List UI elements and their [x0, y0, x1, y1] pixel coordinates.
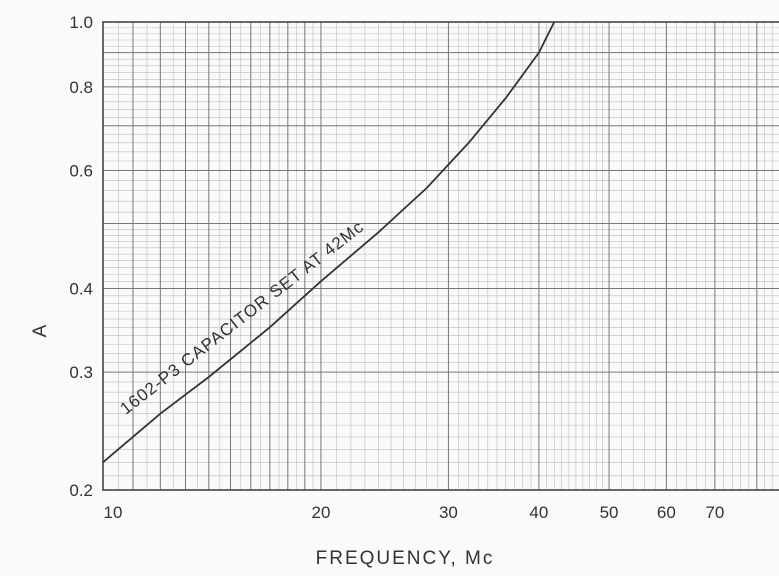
y-tick-label: 0.8 — [69, 78, 93, 97]
x-tick-label: 40 — [529, 503, 548, 522]
x-tick-label: 30 — [439, 503, 458, 522]
x-tick-labels: 10 20 30 40 50 60 70 — [104, 503, 725, 522]
grid-minor — [103, 22, 779, 490]
x-tick-label: 50 — [600, 503, 619, 522]
y-tick-label: 0.6 — [69, 162, 93, 181]
x-axis-title: FREQUENCY, Mc — [316, 548, 495, 569]
x-tick-label: 70 — [705, 503, 724, 522]
y-tick-label: 0.3 — [69, 363, 93, 382]
x-tick-label: 20 — [311, 503, 330, 522]
x-tick-label: 10 — [104, 503, 123, 522]
x-tick-label: 60 — [657, 503, 676, 522]
series-line — [102, 21, 556, 463]
y-tick-label: 1.0 — [69, 13, 93, 32]
y-tick-labels: 0.2 0.3 0.4 0.6 0.8 1.0 — [69, 13, 93, 500]
grid-major — [102, 21, 779, 491]
series-annotation: 1602-P3 CAPACITOR SET AT 42Mc — [117, 217, 368, 418]
y-tick-label: 0.4 — [69, 279, 93, 298]
plot-frame — [102, 21, 779, 491]
y-tick-label: 0.2 — [69, 481, 93, 500]
y-axis-title: A — [30, 323, 51, 338]
